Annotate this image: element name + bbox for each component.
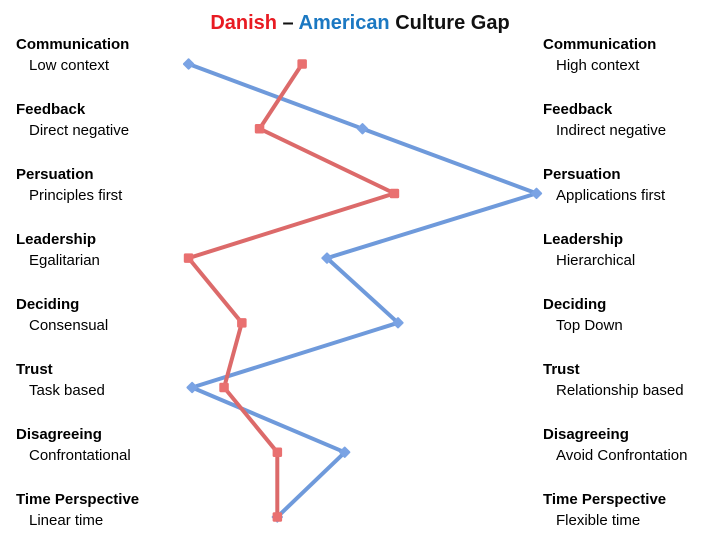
row-leadership-left: Leadership Egalitarian [16,229,186,271]
american-diamond-marker [339,446,351,458]
danish-square-marker [272,447,283,457]
category-title: Feedback [16,101,86,118]
category-title: Leadership [16,231,97,248]
row-deciding-left: Deciding Consensual [16,294,186,336]
category-title: Deciding [543,296,607,313]
category-title: Trust [543,361,580,378]
danish-square-marker [389,188,400,199]
row-trust-left: Trust Task based [16,359,186,401]
american-series-line [186,62,539,519]
category-right-pole: Applications first [556,187,666,204]
danish-square-marker [297,59,307,69]
category-left-pole: Egalitarian [29,252,100,269]
category-right-pole: Top Down [556,317,623,334]
row-time-perspective-right: Time Perspective Flexible time [543,489,720,531]
american-diamond-marker [530,187,543,200]
american-diamond-marker [356,123,369,135]
category-title: Persuation [543,166,621,183]
danish-series-line [186,62,397,519]
american-diamond-marker [182,58,195,70]
danish-square-marker [219,382,229,393]
row-leadership-right: Leadership Hierarchical [543,229,720,271]
category-right-pole: Indirect negative [556,122,667,139]
category-left-pole: Consensual [29,317,109,334]
category-right-pole: Avoid Confrontation [556,447,688,464]
american-diamond-marker [392,317,404,329]
row-disagreeing-right: Disagreeing Avoid Confrontation [543,424,720,466]
category-title: Communication [16,36,130,53]
row-feedback-left: Feedback Direct negative [16,99,186,141]
danish-square-marker [254,124,265,134]
row-time-perspective-left: Time Perspective Linear time [16,489,186,531]
category-left-pole: Task based [29,382,105,399]
category-title: Communication [543,36,657,53]
category-title: Feedback [543,101,613,118]
category-title: Time Perspective [543,491,667,508]
category-right-pole: High context [556,57,640,74]
category-title: Trust [16,361,53,378]
category-right-pole: Relationship based [556,382,684,399]
american-diamond-marker [321,252,333,264]
row-trust-right: Trust Relationship based [543,359,720,401]
row-communication-right: Communication High context [543,34,720,76]
category-title: Disagreeing [543,426,629,443]
row-deciding-right: Deciding Top Down [543,294,720,336]
category-right-pole: Hierarchical [556,252,636,269]
row-feedback-right: Feedback Indirect negative [543,99,720,141]
row-persuation-right: Persuation Applications first [543,164,720,206]
title-danish-legend: Danish [210,12,277,34]
category-left-pole: Low context [29,57,110,74]
category-left-pole: Principles first [29,187,123,204]
title-culture-gap: Culture Gap [389,12,510,34]
title-american-legend: American [298,12,390,34]
row-persuation-left: Persuation Principles first [16,164,186,206]
danish-square-marker [183,253,194,263]
danish-square-marker [237,318,247,328]
title-dash: – [277,12,299,34]
american-diamond-marker [186,381,198,394]
category-left-pole: Linear time [29,512,104,529]
row-disagreeing-left: Disagreeing Confrontational [16,424,186,466]
category-title: Deciding [16,296,80,313]
category-title: Time Perspective [16,491,140,508]
category-title: Leadership [543,231,624,248]
category-title: Persuation [16,166,94,183]
category-title: Disagreeing [16,426,102,443]
danish-square-marker [272,512,283,522]
category-right-pole: Flexible time [556,512,641,529]
chart-title: Danish – American Culture Gap [0,12,720,35]
category-left-pole: Confrontational [29,447,131,464]
category-left-pole: Direct negative [29,122,130,139]
row-communication-left: Communication Low context [16,34,186,76]
